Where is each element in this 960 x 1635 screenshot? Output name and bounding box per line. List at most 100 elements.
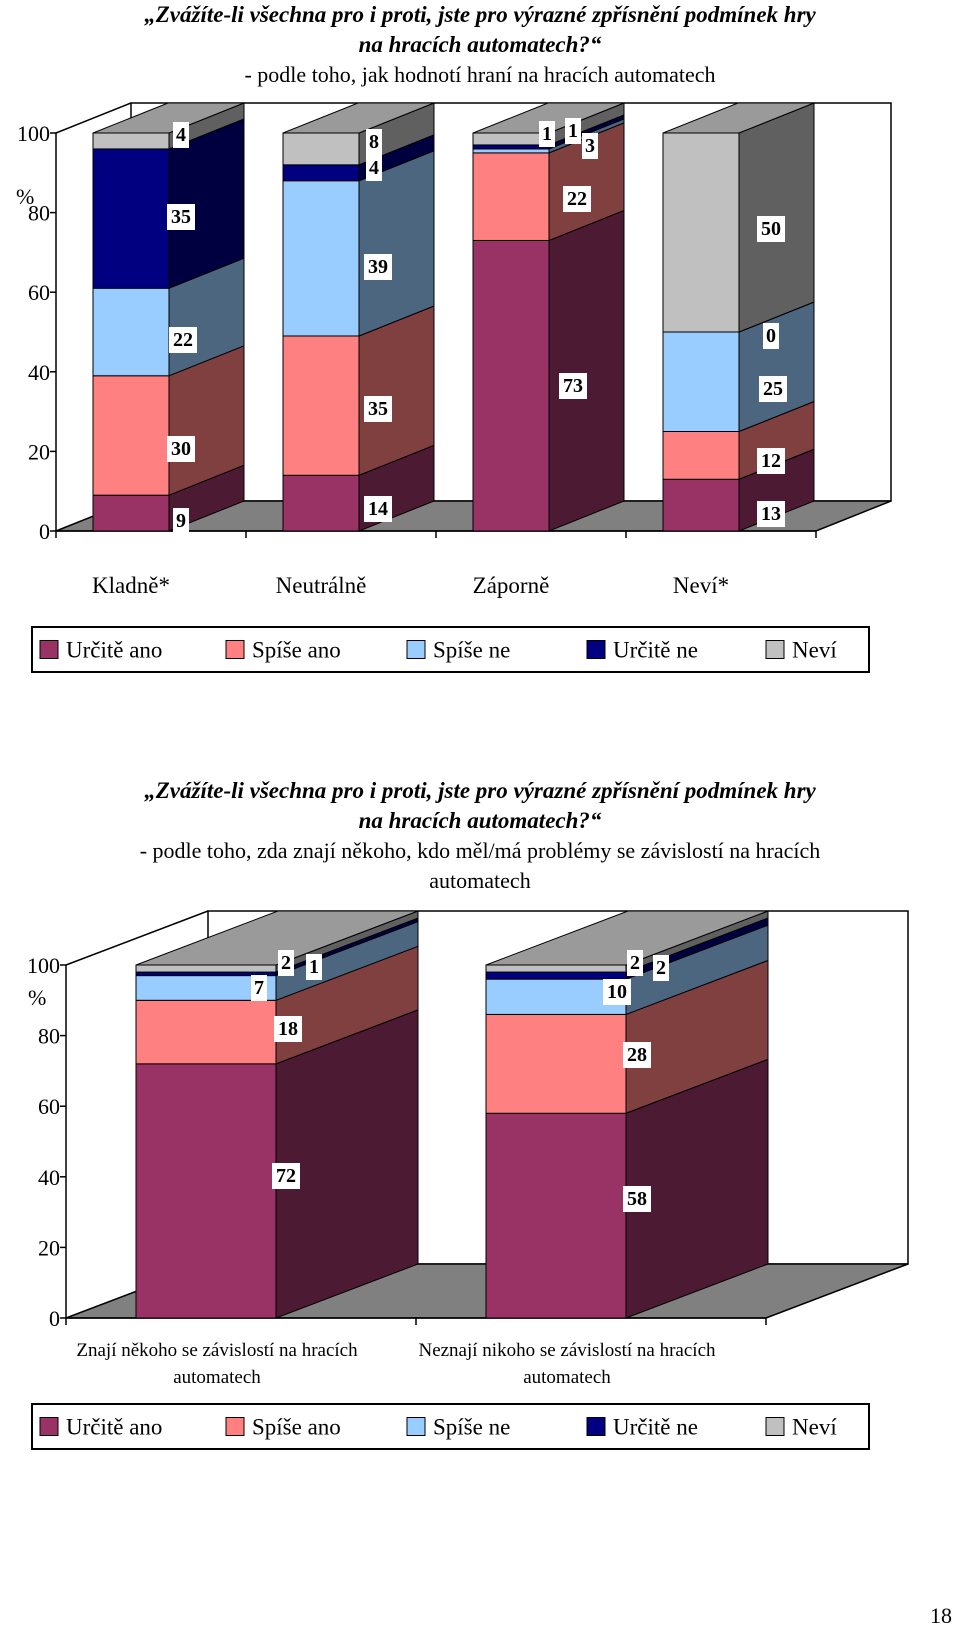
chart1-data-label-nevi-nevi: 50 xyxy=(761,218,781,240)
chart2-bar-neznaji-nikoho-se-zavislosti-na-hracich-automatech-spise-ano xyxy=(485,1013,627,1114)
chart1-bar-neutralne-spise-ne xyxy=(282,180,360,337)
chart1-legend xyxy=(31,626,870,673)
chart2-data-label-bg xyxy=(653,955,669,981)
chart1-data-label-zaporne-nevi: 3 xyxy=(585,135,595,157)
chart1-bar-zaporne-urcite-ano xyxy=(472,239,550,532)
chart1-bar-neutralne-urcite-ano xyxy=(282,474,360,532)
chart1-data-label-bg xyxy=(563,186,591,212)
chart1-data-label-bg xyxy=(539,121,555,147)
chart1-bar-zaporne-spise-ne xyxy=(472,148,550,154)
chart1-category-label-zaporne: Záporně xyxy=(473,573,550,598)
chart1-data-label-kladne-urcite-ano: 9 xyxy=(176,510,186,532)
chart1-bar-kladne-urcite-ne xyxy=(92,148,170,289)
chart1-bar-top-neutralne xyxy=(282,102,435,134)
chart1-data-label-neutralne-urcite-ano: 14 xyxy=(368,498,388,520)
chart1-legend-swatch-spise-ano xyxy=(225,640,245,659)
chart2-data-label-znaji-nekoho-se-zavislosti-na-hracich-automatech-urcite-ano: 72 xyxy=(276,1165,296,1187)
chart1-data-label-bg xyxy=(582,133,598,159)
chart2-legend-label-urcite-ne: Určitě ne xyxy=(613,1415,698,1440)
chart1-data-label-bg xyxy=(559,373,587,399)
chart1-title-line1: „Zvážíte-li všechna pro i proti, jste pr… xyxy=(144,2,816,27)
chart1-bar-zaporne-spise-ano xyxy=(472,152,550,241)
chart1-category-label-neutralne: Neutrálně xyxy=(276,573,367,598)
chart2-data-label-neznaji-nikoho-se-zavislosti-na-hracich-automatech-spise-ano: 28 xyxy=(627,1044,647,1066)
chart1-data-label-nevi-spise-ne: 25 xyxy=(763,378,783,400)
chart1-data-label-bg xyxy=(366,129,382,155)
chart2-category-label-znaji-nekoho-se-zavislosti-na-hracich-automatech: Znají někoho se závislostí na hracích xyxy=(76,1340,358,1361)
chart2-bar-znaji-nekoho-se-zavislosti-na-hracich-automatech-nevi xyxy=(135,964,277,973)
chart2-data-label-bg xyxy=(623,1186,651,1212)
chart2-data-label-znaji-nekoho-se-zavislosti-na-hracich-automatech-urcite-ne: 1 xyxy=(309,956,319,978)
chart1-bar-neutralne-nevi xyxy=(282,132,360,166)
chart1-bar-kladne-nevi xyxy=(92,132,170,150)
chart1-y-tick-label: 20 xyxy=(28,439,50,464)
chart2-data-label-bg xyxy=(251,975,267,1001)
chart2-legend-label-spise-ne: Spíše ne xyxy=(433,1415,510,1440)
chart2-legend-label-nevi: Neví xyxy=(792,1415,837,1440)
chart1-category-label-kladne: Kladně* xyxy=(92,573,170,598)
chart1-bar-nevi-urcite-ano xyxy=(662,478,740,532)
chart1-bar-zaporne-nevi xyxy=(472,132,550,146)
chart2-subtitle-line1: - podle toho, zda znají někoho, kdo měl/… xyxy=(139,838,821,863)
chart2-side-edge xyxy=(65,910,209,966)
chart2-legend-swatch-spise-ano xyxy=(225,1417,245,1436)
chart2-data-label-bg xyxy=(306,954,322,980)
chart1-data-label-neutralne-spise-ano: 35 xyxy=(368,398,388,420)
chart1-bar-neutralne-spise-ano xyxy=(282,335,360,476)
chart1-bar-nevi-spise-ano xyxy=(662,431,740,480)
chart2-y-tick-label: 100 xyxy=(27,953,60,978)
chart1-data-label-neutralne-spise-ne: 39 xyxy=(368,256,388,278)
chart1-legend-label-urcite-ano: Určitě ano xyxy=(66,638,162,663)
chart1-bar-kladne-spise-ne xyxy=(92,287,170,377)
chart2-bar-neznaji-nikoho-se-zavislosti-na-hracich-automatech-nevi xyxy=(485,964,627,973)
chart1-data-label-bg xyxy=(167,204,195,230)
chart2-legend-swatch-spise-ne xyxy=(406,1417,426,1436)
chart1-data-label-zaporne-urcite-ano: 73 xyxy=(563,375,583,397)
chart1-data-label-neutralne-urcite-ne: 4 xyxy=(369,157,379,179)
chart1-title-block: „Zvážíte-li všechna pro i proti, jste pr… xyxy=(0,0,960,90)
chart1-data-label-nevi-urcite-ano: 13 xyxy=(761,503,781,525)
chart1-legend-swatch-spise-ne xyxy=(406,640,426,659)
chart2-data-label-bg xyxy=(278,950,294,976)
chart2-category-label-neznaji-nikoho-se-zavislosti-na-hracich-automatech: Neznají nikoho se závislostí na hracích xyxy=(418,1340,716,1361)
chart2-legend-swatch-urcite-ano xyxy=(39,1417,59,1436)
chart1-data-label-nevi-spise-ano: 12 xyxy=(761,450,781,472)
chart1-data-label-bg xyxy=(759,376,787,402)
chart1-legend-label-urcite-ne: Určitě ne xyxy=(613,638,698,663)
chart2-bar-neznaji-nikoho-se-zavislosti-na-hracich-automatech-urcite-ano xyxy=(485,1112,627,1319)
chart2-y-label: % xyxy=(28,985,46,1010)
chart2-category-label-neznaji-nikoho-se-zavislosti-na-hracich-automatech-line2: automatech xyxy=(523,1367,611,1388)
chart1-data-label-bg xyxy=(757,216,785,242)
chart1-legend-label-spise-ano: Spíše ano xyxy=(252,638,341,663)
chart1-data-label-zaporne-spise-ano: 22 xyxy=(567,188,587,210)
chart2-title-line1: „Zvážíte-li všechna pro i proti, jste pr… xyxy=(144,778,816,803)
chart2-legend-swatch-urcite-ne xyxy=(586,1417,606,1436)
chart2-bar-znaji-nekoho-se-zavislosti-na-hracich-automatech-urcite-ano xyxy=(135,1063,277,1319)
chart1-legend-label-spise-ne: Spíše ne xyxy=(433,638,510,663)
chart1-data-label-bg xyxy=(364,496,392,522)
chart1-legend-swatch-urcite-ne xyxy=(586,640,606,659)
chart1-y-tick-label: 60 xyxy=(28,280,50,305)
chart1-bar-top-kladne xyxy=(92,102,245,134)
chart2-data-label-znaji-nekoho-se-zavislosti-na-hracich-automatech-spise-ne: 7 xyxy=(254,977,264,999)
chart1-data-label-kladne-nevi: 4 xyxy=(176,124,186,146)
chart2-data-label-neznaji-nikoho-se-zavislosti-na-hracich-automatech-spise-ne: 10 xyxy=(607,981,627,1003)
chart1-y-tick-label: 100 xyxy=(17,121,50,146)
chart1-bar-zaporne-urcite-ano-side xyxy=(548,209,625,532)
chart2-data-label-bg xyxy=(272,1163,300,1189)
chart1-legend-swatch-nevi xyxy=(765,640,785,659)
chart2-subtitle-line2: automatech xyxy=(429,868,531,893)
chart2-data-label-bg xyxy=(603,979,631,1005)
chart1-data-label-nevi-urcite-ne: 0 xyxy=(766,325,776,347)
chart1-y-tick-label: 40 xyxy=(28,360,50,385)
chart1-data-label-zaporne-urcite-ne: 1 xyxy=(568,120,578,142)
chart1-data-label-zaporne-spise-ne: 1 xyxy=(542,123,552,145)
chart2-y-tick-label: 80 xyxy=(38,1024,60,1049)
chart1-data-label-bg xyxy=(173,122,189,148)
chart2-bar-znaji-nekoho-se-zavislosti-na-hracich-automatech-spise-ano xyxy=(135,999,277,1065)
chart1-data-label-bg xyxy=(364,254,392,280)
chart2-legend-label-urcite-ano: Určitě ano xyxy=(66,1415,162,1440)
chart1-bar-kladne-spise-ano xyxy=(92,375,170,496)
chart2-data-label-bg xyxy=(627,950,643,976)
